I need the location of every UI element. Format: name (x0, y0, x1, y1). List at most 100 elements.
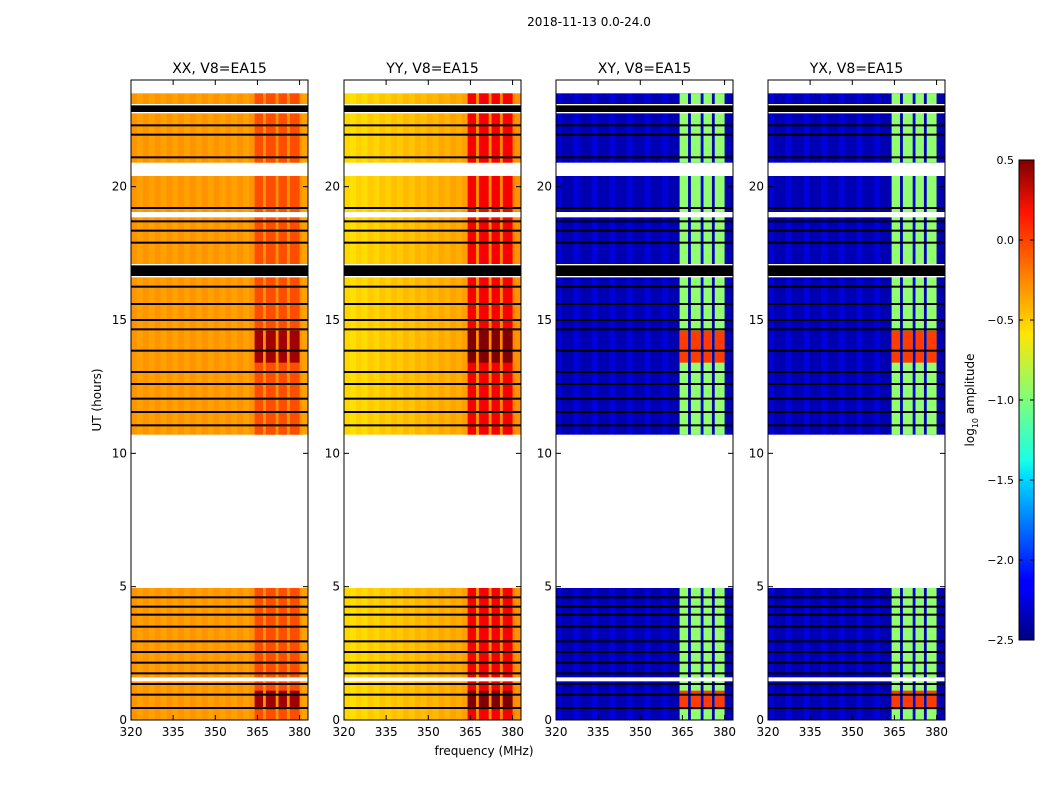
heatmap-strip (939, 588, 945, 720)
bright-cell (491, 330, 500, 363)
heatmap-strip (850, 176, 858, 435)
heatmap-strip (779, 93, 787, 163)
heatmap-strip (561, 93, 569, 163)
freq-column-cell (278, 588, 287, 720)
flag-line (556, 328, 733, 331)
heatmap-strip (131, 176, 138, 435)
heatmap-strip (172, 588, 179, 720)
flag-line (768, 672, 945, 675)
flag-line (131, 605, 308, 608)
heatmap-strip (373, 93, 380, 163)
heatmap-strip (284, 93, 291, 163)
colorbar-tick-label: −2.0 (987, 554, 1014, 567)
flag-line (556, 124, 733, 127)
bright-cell (265, 330, 276, 363)
bright-cell (254, 330, 264, 363)
panel-frame (767, 79, 946, 721)
heatmap-strip (201, 93, 209, 163)
freq-column-cell (265, 93, 276, 163)
freq-column-cell (478, 588, 489, 720)
flag-line (344, 156, 521, 159)
panel-title: YY, V8=EA15 (385, 61, 478, 77)
panel-yy: YY, V8=EA15 320 335 350 365 380 0 5 10 15 20 (325, 61, 524, 739)
heatmap-strip (260, 588, 268, 720)
heatmap-strip (615, 588, 622, 720)
flag-line (131, 349, 308, 352)
heatmap-strip (573, 93, 581, 163)
flag-line (768, 207, 945, 209)
heatmap-strip (160, 588, 167, 720)
flag-line (131, 683, 308, 685)
heatmap-strip (638, 176, 646, 435)
flag-line (344, 411, 521, 413)
heatmap-strip (403, 93, 410, 163)
bright-cell (915, 690, 924, 710)
freq-column-cell (265, 588, 276, 720)
flag-line (556, 693, 733, 696)
flag-line (131, 707, 308, 709)
freq-column-cell (891, 176, 901, 435)
flag-line (768, 241, 945, 244)
freq-column-cell (679, 93, 689, 163)
bright-cell (902, 330, 913, 363)
flag-gap (344, 212, 521, 218)
heatmap-strip (438, 588, 445, 720)
heatmap-strip (603, 93, 610, 163)
heatmap-strip (862, 93, 869, 163)
y-tick-label: 20 (537, 180, 552, 194)
flag-line (556, 596, 733, 599)
heatmap-strip (556, 588, 563, 720)
flag-line (344, 397, 521, 400)
bright-cell (467, 330, 477, 363)
heatmap-strip (791, 93, 799, 163)
flag-line (768, 371, 945, 373)
heatmap-strip (797, 93, 804, 163)
heatmap-strip (591, 588, 598, 720)
flag-line (556, 303, 733, 305)
heatmap-strip (727, 588, 733, 720)
heatmap-strip (237, 176, 244, 435)
heatmap-strip (136, 93, 144, 163)
x-tick-label: 335 (375, 725, 398, 739)
bright-cell (289, 330, 300, 363)
x-tick-label: 320 (757, 725, 780, 739)
freq-column-cell (690, 93, 701, 163)
heatmap-strip (515, 176, 521, 435)
heatmap-strip (897, 93, 905, 163)
heatmap-strip (450, 588, 457, 720)
heatmap-strip (497, 176, 504, 435)
heatmap-strip (184, 588, 191, 720)
freq-column-cell (926, 93, 937, 163)
freq-column-cell (703, 176, 712, 435)
y-tick-label: 10 (112, 446, 127, 460)
flag-line (131, 371, 308, 373)
flag-line (768, 693, 945, 696)
figure-title: 2018-11-13 0.0-24.0 (527, 15, 651, 29)
flag-line (768, 651, 945, 653)
flag-block (556, 105, 733, 112)
heatmap-strip (727, 93, 733, 163)
bright-cell (491, 690, 500, 710)
heatmap-strip (779, 176, 787, 435)
heatmap-strip (567, 93, 575, 163)
heatmap-strip (939, 176, 945, 435)
flag-line (344, 220, 521, 223)
heatmap-strip (450, 93, 457, 163)
y-tick-label: 5 (544, 580, 552, 594)
heatmap-strip (420, 176, 428, 435)
freq-column-cell (915, 93, 924, 163)
heatmap-strip (456, 176, 463, 435)
bright-cell (265, 690, 276, 710)
flag-line (768, 683, 945, 685)
heatmap-strip (302, 588, 308, 720)
heatmap-strip (921, 93, 928, 163)
panel-frame (555, 79, 734, 721)
flag-line (768, 397, 945, 400)
heatmap-strip (485, 176, 493, 435)
flag-line (131, 596, 308, 599)
flag-line (131, 613, 308, 616)
freq-column-cell (891, 588, 901, 720)
flag-line (344, 349, 521, 352)
freq-column-cell (478, 93, 489, 163)
